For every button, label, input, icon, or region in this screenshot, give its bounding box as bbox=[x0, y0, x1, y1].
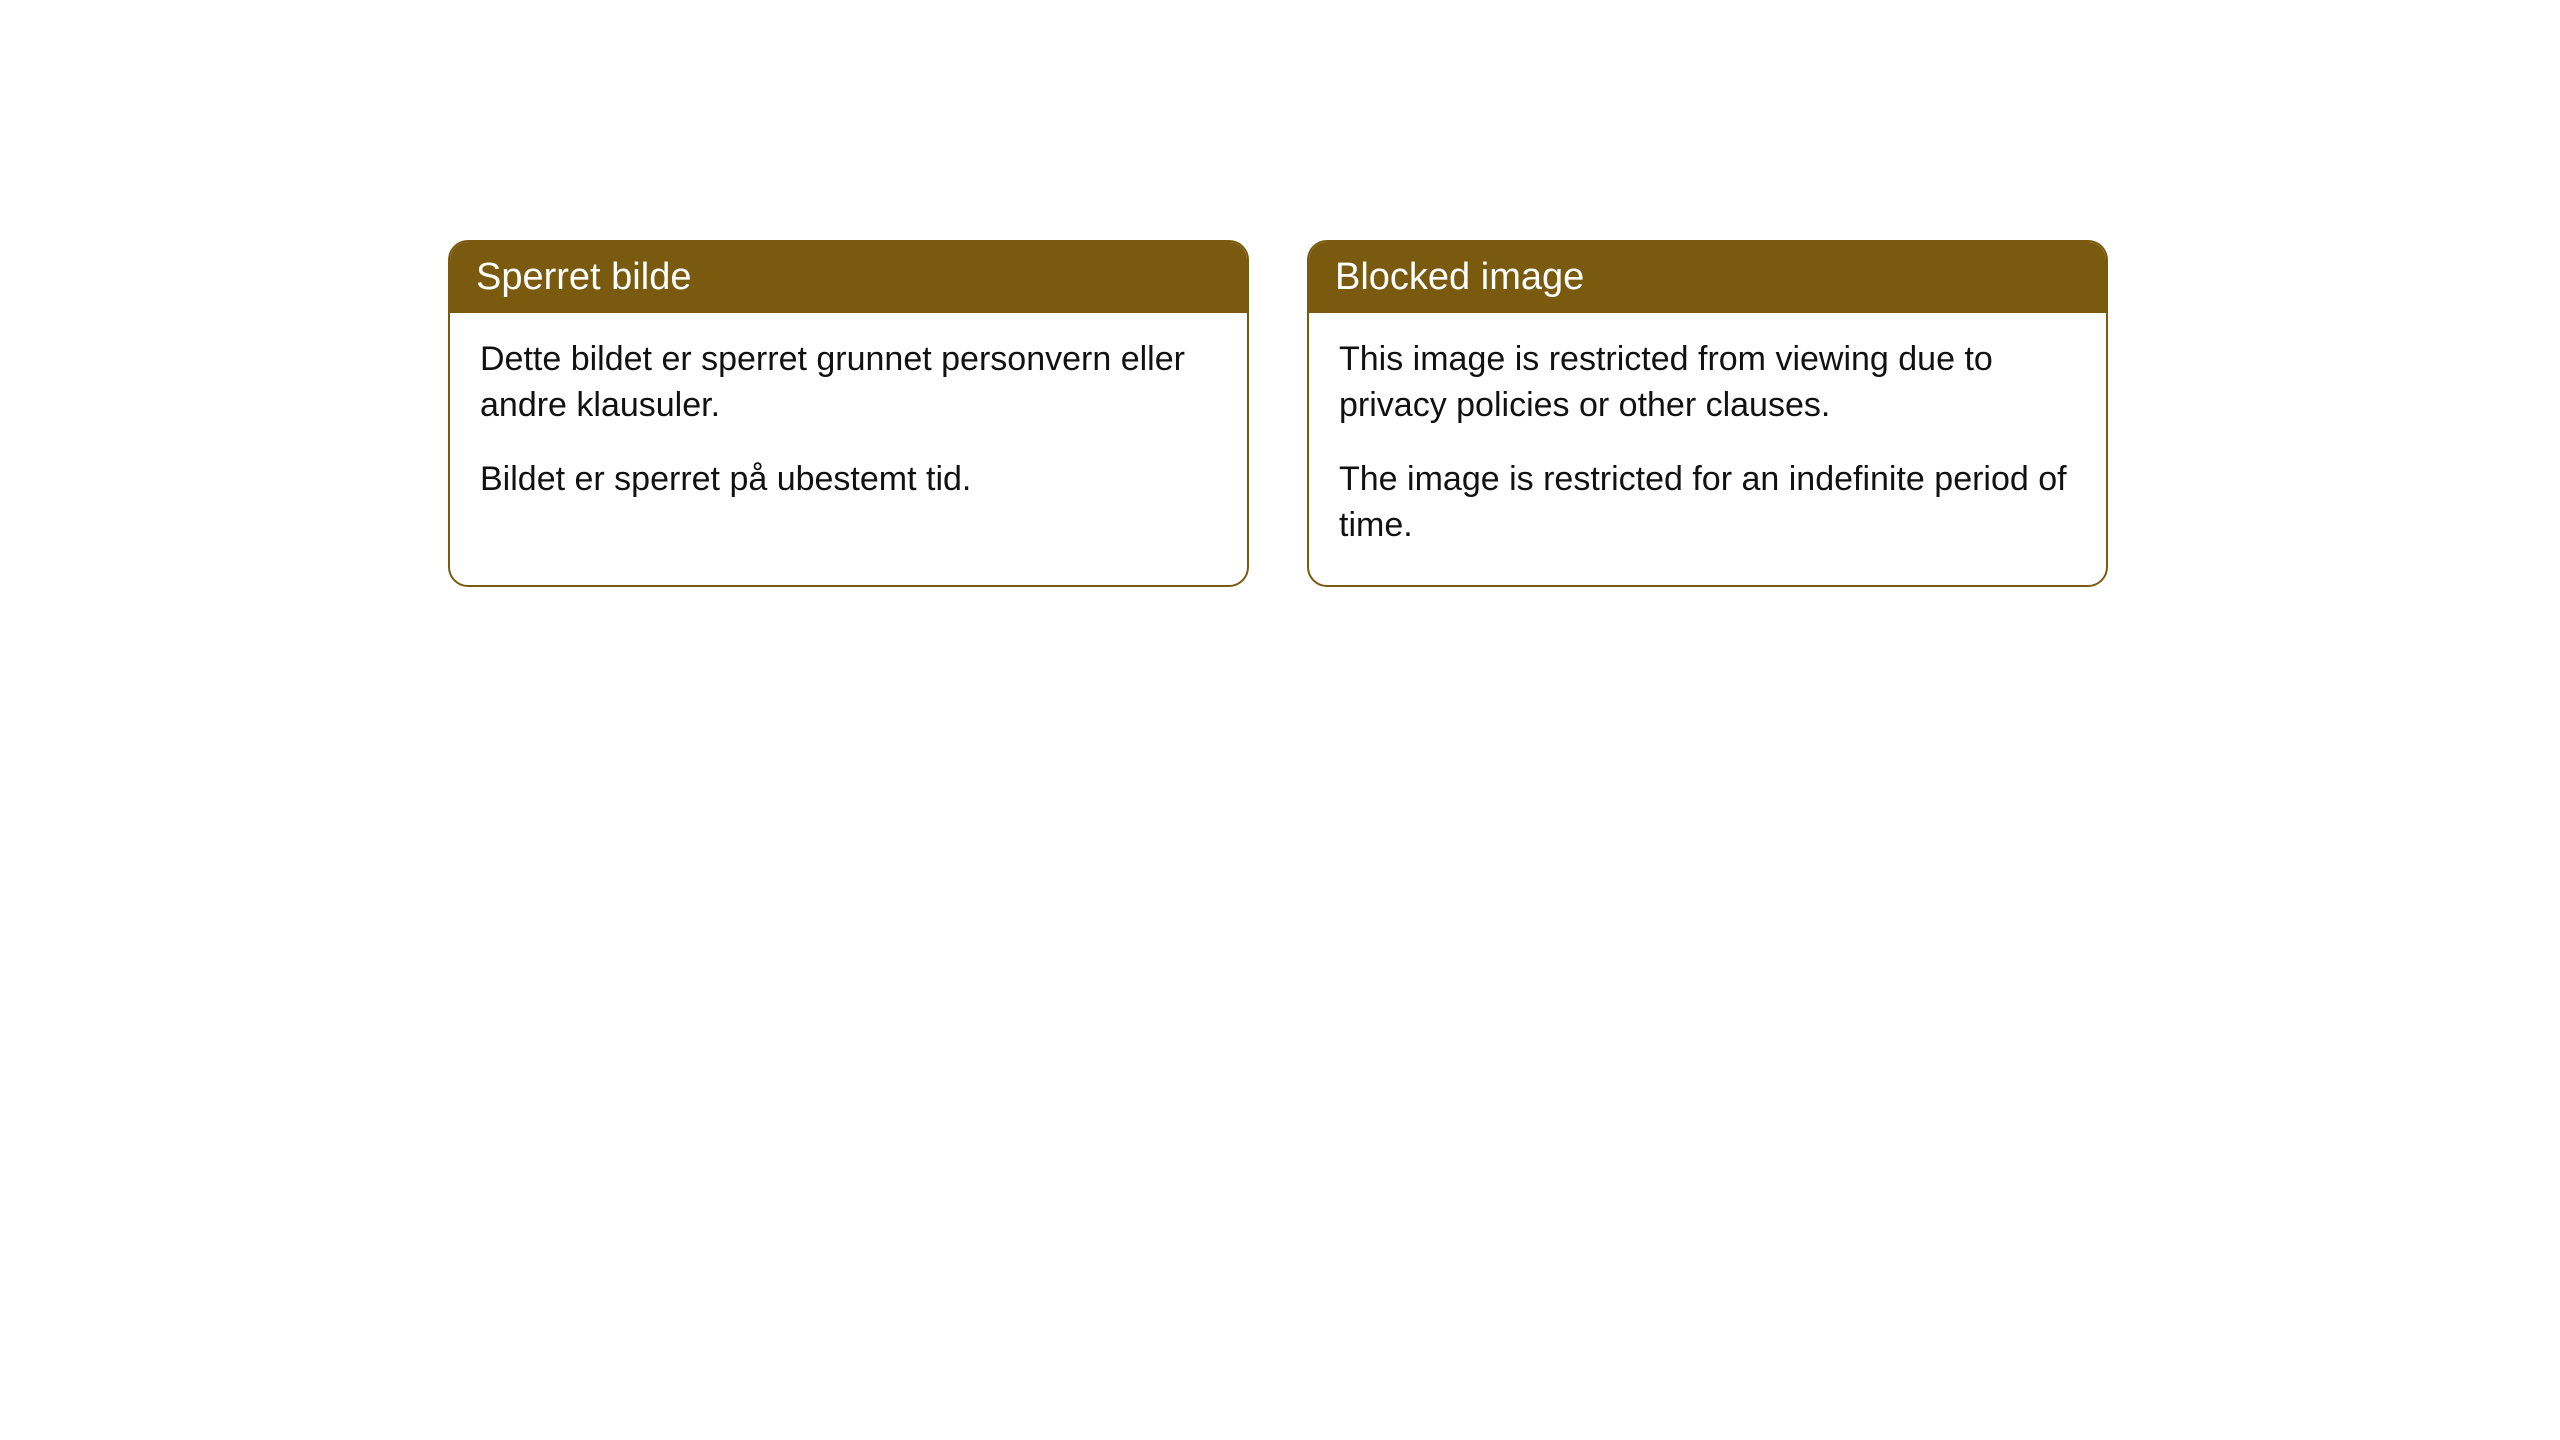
card-header: Sperret bilde bbox=[450, 242, 1247, 313]
blocked-image-card-english: Blocked image This image is restricted f… bbox=[1307, 240, 2108, 587]
card-header: Blocked image bbox=[1309, 242, 2106, 313]
notice-cards-container: Sperret bilde Dette bildet er sperret gr… bbox=[448, 240, 2560, 587]
blocked-image-card-norwegian: Sperret bilde Dette bildet er sperret gr… bbox=[448, 240, 1249, 587]
card-paragraph: Dette bildet er sperret grunnet personve… bbox=[480, 337, 1217, 429]
card-paragraph: This image is restricted from viewing du… bbox=[1339, 337, 2076, 429]
card-body: This image is restricted from viewing du… bbox=[1309, 313, 2106, 585]
card-title: Sperret bilde bbox=[476, 256, 691, 298]
card-title: Blocked image bbox=[1335, 256, 1584, 298]
card-paragraph: The image is restricted for an indefinit… bbox=[1339, 457, 2076, 549]
card-paragraph: Bildet er sperret på ubestemt tid. bbox=[480, 457, 1217, 503]
card-body: Dette bildet er sperret grunnet personve… bbox=[450, 313, 1247, 539]
